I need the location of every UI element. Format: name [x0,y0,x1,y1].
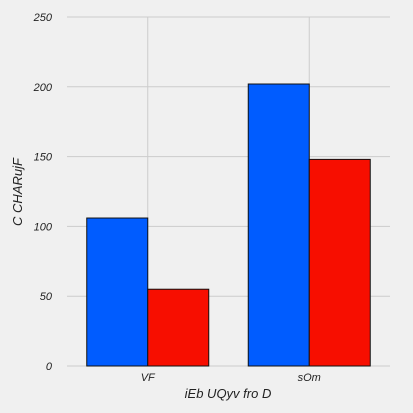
x-tick-label: VF [141,372,156,384]
bar [86,217,149,367]
y-axis-label: C CHARujF [10,157,25,226]
y-tick-label: 50 [40,291,53,303]
x-tick-label: sOm [298,372,321,384]
y-tick-label: 200 [33,82,53,94]
y-tick-labels: 0 50 100 150 200 250 [33,12,53,373]
y-tick-label: 100 [34,221,53,233]
bar [247,83,310,367]
bar [147,288,210,367]
x-axis-label: iEb UQyv fro D [185,386,272,401]
bar [308,158,371,367]
x-tick-labels: VF sOm [141,372,321,384]
y-tick-label: 250 [33,12,53,24]
bars [86,83,371,367]
y-tick-label: 150 [34,152,53,164]
y-tick-label: 0 [46,361,53,373]
